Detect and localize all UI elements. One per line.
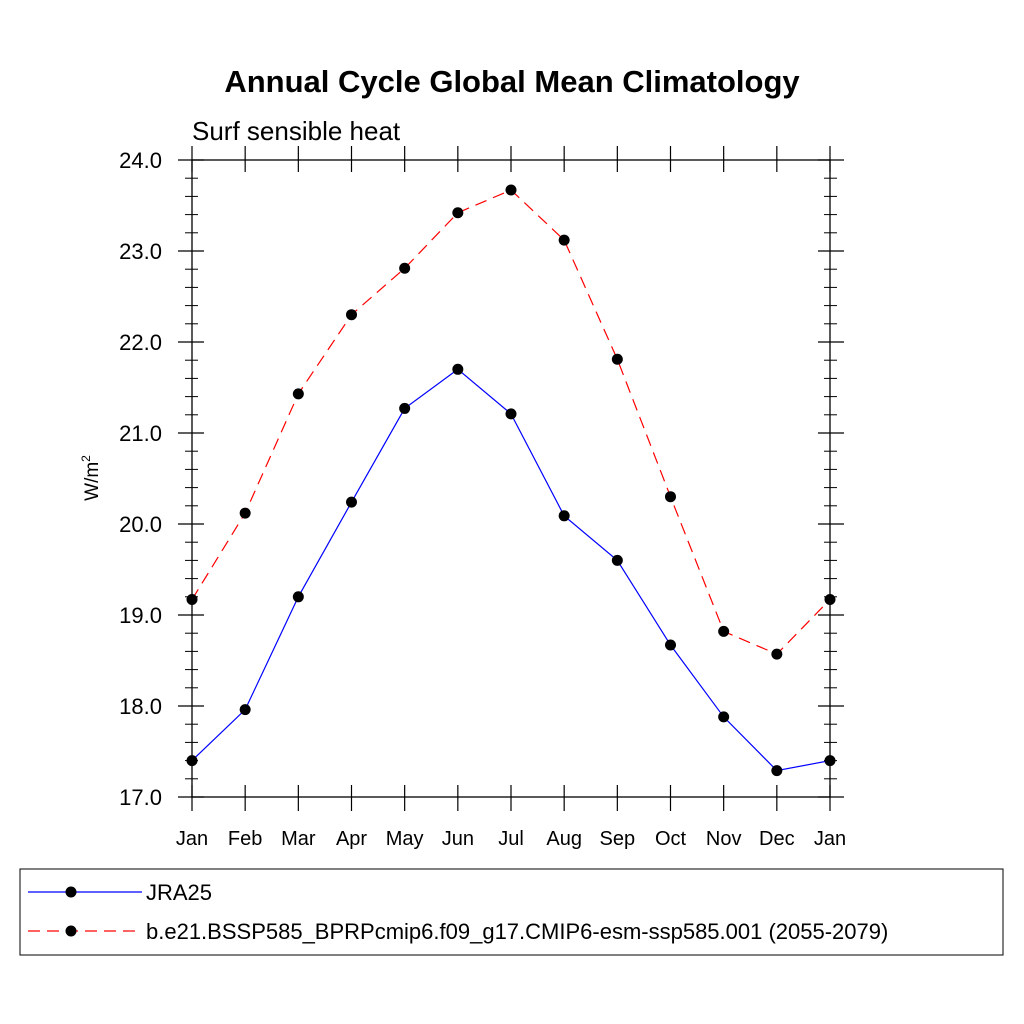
data-point [452, 207, 464, 219]
x-tick-label: Dec [759, 828, 795, 850]
x-tick-label: Mar [281, 828, 316, 850]
y-axis-label-base: W/m [82, 462, 103, 501]
y-tick-label: 19.0 [119, 603, 162, 628]
y-axis-label: W/m2 [79, 455, 103, 501]
data-point [611, 554, 623, 566]
data-point [239, 704, 251, 716]
axis-ticks [178, 146, 844, 811]
y-tick-labels: 17.0 18.0 19.0 20.0 21.0 22.0 23.0 24.0 [119, 148, 162, 810]
data-point [292, 591, 304, 603]
legend-label-1: b.e21.BSSP585_BPRPcmip6.f09_g17.CMIP6-es… [146, 919, 888, 944]
x-tick-label: Feb [228, 828, 262, 850]
series-layer [186, 184, 836, 777]
series-1 [186, 184, 836, 660]
x-tick-label: Oct [655, 828, 687, 850]
series-line-1 [191, 189, 831, 655]
plot-frame [191, 159, 831, 798]
data-point [292, 388, 304, 400]
legend-box [19, 868, 1004, 956]
data-point [505, 184, 517, 196]
x-tick-label: Jan [176, 828, 208, 850]
y-tick-label: 23.0 [119, 239, 162, 264]
data-point [771, 765, 783, 777]
data-point [346, 309, 357, 321]
data-point [718, 625, 730, 637]
x-tick-label: May [386, 828, 424, 850]
x-tick-label: Jan [814, 828, 846, 850]
x-tick-label: Jun [442, 828, 474, 850]
data-point [665, 491, 676, 503]
data-point [611, 353, 623, 365]
legend-marker [65, 886, 77, 898]
legend-label-0: JRA25 [146, 880, 212, 905]
data-point [718, 711, 730, 723]
y-tick-label: 18.0 [119, 694, 162, 719]
x-tick-label: Sep [600, 828, 636, 850]
x-tick-label: Aug [546, 828, 582, 850]
svg-text:W/m2: W/m2 [79, 455, 103, 501]
y-tick-label: 21.0 [119, 421, 162, 446]
x-tick-labels: Jan Feb Mar Apr May Jun Jul Aug Sep Oct Nov Dec Jan [176, 828, 846, 850]
x-tick-label: Nov [706, 828, 742, 850]
data-point [239, 507, 251, 519]
y-tick-label: 20.0 [119, 512, 162, 537]
legend-item-1: b.e21.BSSP585_BPRPcmip6.f09_g17.CMIP6-es… [28, 919, 888, 944]
y-axis-label-sup: 2 [79, 455, 93, 462]
data-point [771, 648, 783, 660]
data-point [505, 408, 517, 420]
x-tick-label: Jul [498, 828, 524, 850]
data-point [558, 234, 570, 246]
data-point [665, 639, 676, 651]
series-line-0 [191, 368, 831, 772]
data-point [346, 496, 357, 508]
data-point [399, 262, 411, 274]
data-point [399, 402, 411, 414]
y-tick-label: 22.0 [119, 330, 162, 355]
chart-subtitle: Surf sensible heat [192, 116, 401, 146]
x-tick-label: Apr [336, 828, 367, 850]
legend-item-0: JRA25 [28, 880, 212, 905]
y-tick-label: 24.0 [119, 148, 162, 173]
legend-marker [65, 925, 77, 937]
data-point [452, 363, 464, 375]
legend: JRA25 b.e21.BSSP585_BPRPcmip6.f09_g17.CMI… [19, 868, 1004, 956]
y-tick-label: 17.0 [119, 785, 162, 810]
chart-title: Annual Cycle Global Mean Climatology [224, 64, 800, 99]
data-point [558, 510, 570, 522]
